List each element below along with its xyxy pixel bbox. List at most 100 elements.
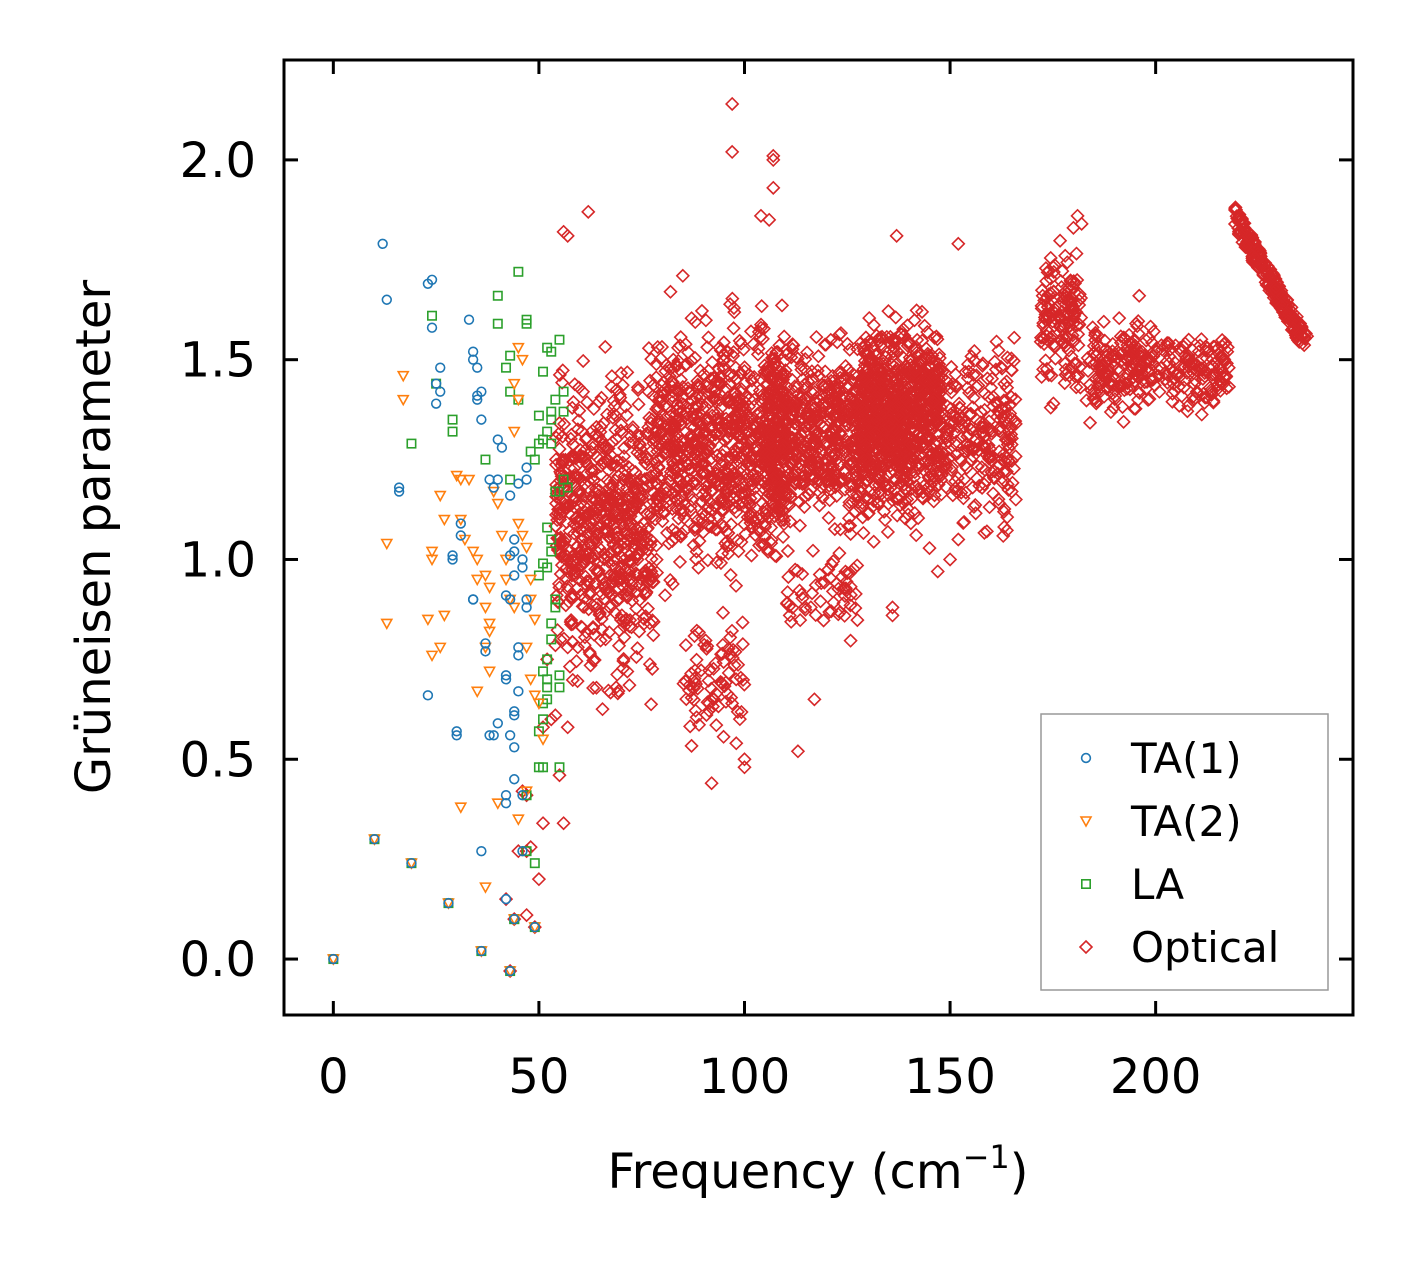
data-point: [889, 228, 904, 243]
data-point: [521, 462, 532, 473]
data-point: [632, 436, 647, 451]
data-point: [820, 471, 835, 487]
data-point: [805, 543, 821, 558]
data-point: [587, 463, 602, 479]
data-point: [507, 378, 521, 391]
data-point: [1184, 354, 1200, 369]
data-point: [932, 463, 947, 478]
data-point: [825, 432, 840, 448]
data-point: [715, 605, 731, 620]
data-point: [607, 399, 622, 414]
data-point: [587, 428, 603, 443]
data-point: [763, 520, 779, 535]
data-point: [935, 406, 950, 421]
data-point: [690, 373, 705, 389]
data-point: [857, 437, 872, 453]
data-point: [652, 389, 667, 404]
data-point: [479, 882, 492, 894]
data-point: [903, 397, 918, 412]
data-point: [1168, 367, 1183, 382]
data-point: [564, 448, 579, 464]
data-point: [767, 442, 782, 457]
data-point: [697, 426, 712, 442]
y-tick-label: 2.0: [180, 133, 256, 189]
data-point: [672, 474, 687, 489]
data-point: [1103, 404, 1119, 420]
data-point: [520, 542, 533, 555]
data-point: [846, 367, 861, 382]
data-point: [894, 362, 909, 377]
data-point: [999, 523, 1015, 538]
data-point: [1008, 492, 1023, 507]
data-point: [925, 348, 940, 363]
data-point: [747, 442, 762, 458]
data-point: [668, 442, 683, 458]
data-point: [483, 618, 496, 631]
data-point: [427, 310, 438, 321]
data-point: [421, 614, 435, 627]
data-point: [483, 666, 496, 679]
data-point: [732, 712, 747, 727]
data-point: [443, 897, 454, 909]
data-point: [663, 572, 678, 588]
data-point: [757, 529, 772, 544]
data-point: [377, 238, 388, 250]
data-point: [883, 371, 898, 386]
data-point: [538, 366, 549, 377]
data-point: [839, 574, 854, 589]
data-point: [560, 582, 576, 597]
data-point: [665, 576, 680, 592]
data-point: [751, 324, 767, 340]
data-point: [1141, 330, 1157, 346]
data-point: [630, 427, 645, 443]
data-point: [480, 638, 491, 649]
data-point: [558, 474, 569, 485]
data-point: [567, 377, 582, 392]
data-point: [1111, 361, 1126, 376]
legend-item: LA: [1081, 860, 1184, 909]
data-point: [1072, 287, 1087, 302]
data-point: [625, 572, 640, 588]
data-point: [528, 614, 542, 627]
data-point: [532, 698, 546, 710]
data-point: [986, 469, 1001, 485]
data-point: [592, 394, 607, 409]
data-point: [969, 379, 984, 395]
data-point: [504, 490, 516, 501]
data-point: [695, 488, 710, 503]
data-point: [996, 473, 1012, 488]
data-point: [584, 490, 600, 505]
data-point: [737, 517, 752, 532]
data-point: [889, 446, 904, 461]
data-point: [869, 328, 884, 343]
data-point: [1070, 272, 1085, 288]
data-point: [1108, 383, 1123, 399]
data-point: [552, 500, 567, 516]
data-point: [1132, 288, 1147, 303]
data-point: [1206, 393, 1221, 409]
data-point: [728, 450, 743, 465]
data-point: [790, 474, 805, 489]
data-point: [454, 802, 468, 814]
data-point: [841, 362, 856, 377]
data-point: [729, 736, 744, 751]
data-point: [521, 474, 532, 485]
data-point: [1132, 344, 1147, 360]
data-point: [782, 598, 797, 614]
data-point: [550, 602, 561, 613]
data-point: [803, 420, 818, 435]
data-point: [1165, 394, 1180, 409]
data-point: [1124, 352, 1139, 367]
data-point: [723, 690, 739, 705]
data-point: [1128, 401, 1143, 416]
data-point: [922, 484, 937, 499]
data-point: [1044, 293, 1059, 308]
data-point: [639, 449, 654, 465]
data-point: [671, 353, 686, 369]
data-point: [725, 144, 740, 160]
data-point: [736, 342, 751, 357]
data-point: [823, 424, 838, 439]
data-point: [653, 472, 668, 487]
data-point: [582, 535, 597, 550]
data-point: [790, 744, 806, 759]
